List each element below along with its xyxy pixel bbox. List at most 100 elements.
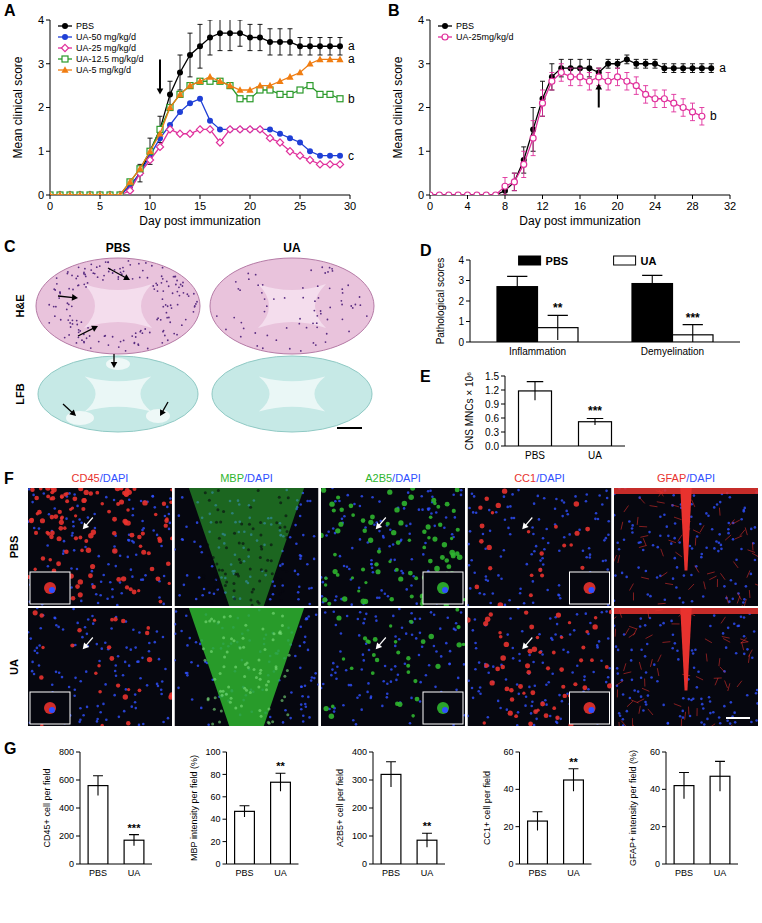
cell-nucleus [312,322,314,324]
data-point [336,161,343,168]
error-bar [218,20,223,51]
cell-nucleus [108,271,110,273]
scale-bar [337,427,362,429]
panel-label: D [420,242,432,259]
cell-nucleus [180,284,182,286]
data-point [207,35,213,41]
myelin-speck [227,686,230,689]
dapi-nucleus [358,587,361,590]
dapi-nucleus [558,584,561,587]
dapi-nucleus [73,694,76,697]
dapi-nucleus [109,581,112,584]
cell-nucleus [120,271,122,273]
cell-nucleus [157,290,159,292]
dapi-nucleus [105,718,108,721]
dapi-nucleus [504,518,507,521]
cell-nucleus [118,346,120,348]
stained-cell [77,628,81,632]
cell-nucleus [162,298,164,300]
dapi-nucleus [519,592,522,595]
stained-cell [329,501,334,506]
dapi-nucleus [430,611,433,614]
dapi-nucleus [32,494,35,497]
legend-marker [62,23,68,29]
y-tick [426,20,430,21]
plot-area [50,20,344,195]
data-point [521,161,527,167]
panel-label: F [4,470,14,487]
dapi-nucleus [183,584,186,587]
stained-cell [116,577,121,582]
data-point [216,77,223,84]
stained-cell [162,502,166,506]
legend-item: UA-25 mg/kg/d [58,43,136,53]
stained-cell [116,502,120,506]
dapi-nucleus [403,507,406,510]
data-point [146,147,153,154]
legend-label: UA-5 mg/kg/d [76,65,131,75]
data-point [558,70,564,76]
error-bar [683,325,703,342]
dapi-nucleus [332,610,335,613]
dapi-nucleus [386,682,389,685]
cell-nucleus [193,311,195,313]
y-tick-label: 1 [418,145,424,157]
myelin-speck [222,510,225,513]
dapi-nucleus [509,505,512,508]
gray-matter [258,284,326,328]
data-point [327,153,333,159]
myelin-speck [243,675,246,678]
arrow-shaft [379,518,386,526]
stained-cell [336,615,341,620]
myelin-speck [215,521,218,524]
data-point [297,87,303,93]
dapi-nucleus [601,503,604,506]
cell-nucleus [85,276,87,278]
stained-cell [445,502,450,507]
data-point [474,192,480,195]
dapi-nucleus [500,555,503,558]
data-point [430,192,433,195]
stained-cell [155,576,160,581]
dapi-nucleus [306,618,309,621]
dapi-nucleus [31,661,34,664]
data-point [277,39,283,45]
dapi-nucleus [38,527,41,530]
myelin-speck [273,632,276,635]
stained-cell [361,567,365,571]
cell-nucleus [354,304,356,306]
cell-nucleus [151,265,153,267]
cell-nucleus [78,329,80,331]
cell-nucleus [167,305,169,307]
dapi-nucleus [117,655,120,658]
data-point [577,74,583,80]
data-point [306,156,313,163]
dapi-nucleus [606,497,609,500]
title-stain: MBP [220,472,244,484]
error-bar [624,73,629,91]
arrow-head [595,83,602,89]
data-point [217,30,223,36]
dapi-nucleus [409,722,412,725]
dapi-nucleus [404,662,407,665]
cell-nucleus [289,348,291,350]
data-point [206,126,213,133]
cell-nucleus [138,344,140,346]
stained-cell [40,518,45,523]
cell-nucleus [71,275,73,277]
dapi-nucleus [415,602,418,605]
stained-cell [327,602,331,606]
data-point [206,73,213,80]
dapi-nucleus [294,524,297,527]
dapi-nucleus [99,711,102,714]
dapi-nucleus [273,585,276,588]
dapi-nucleus [324,611,327,614]
myelin-speck [242,637,245,640]
error-bar [662,64,667,73]
x-tick [505,195,506,199]
data-point [177,109,183,115]
data-point [176,130,183,137]
myelin-speck [213,678,216,681]
figure: A05101520253001234Day post immunizationM… [0,0,762,923]
myelin-stain [189,488,304,606]
